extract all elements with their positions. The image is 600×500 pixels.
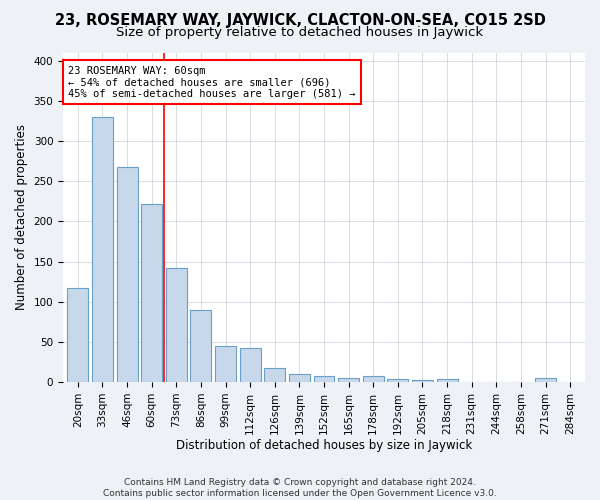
Bar [92,117,113,382]
Bar [437,379,458,382]
Text: 23, ROSEMARY WAY, JAYWICK, CLACTON-ON-SEA, CO15 2SD: 23, ROSEMARY WAY, JAYWICK, CLACTON-ON-SE… [55,12,545,28]
Bar [265,368,285,382]
Bar [289,374,310,382]
Bar [363,376,384,382]
Bar [141,204,162,382]
Text: Contains HM Land Registry data © Crown copyright and database right 2024.
Contai: Contains HM Land Registry data © Crown c… [103,478,497,498]
Text: Size of property relative to detached houses in Jaywick: Size of property relative to detached ho… [116,26,484,39]
Bar [67,288,88,382]
Bar [166,268,187,382]
Bar [116,168,137,382]
Bar [314,376,334,382]
Y-axis label: Number of detached properties: Number of detached properties [15,124,28,310]
Text: 23 ROSEMARY WAY: 60sqm
← 54% of detached houses are smaller (696)
45% of semi-de: 23 ROSEMARY WAY: 60sqm ← 54% of detached… [68,66,356,99]
X-axis label: Distribution of detached houses by size in Jaywick: Distribution of detached houses by size … [176,440,472,452]
Bar [388,379,409,382]
Bar [190,310,211,382]
Bar [338,378,359,382]
Bar [215,346,236,382]
Bar [412,380,433,382]
Bar [239,348,260,382]
Bar [535,378,556,382]
